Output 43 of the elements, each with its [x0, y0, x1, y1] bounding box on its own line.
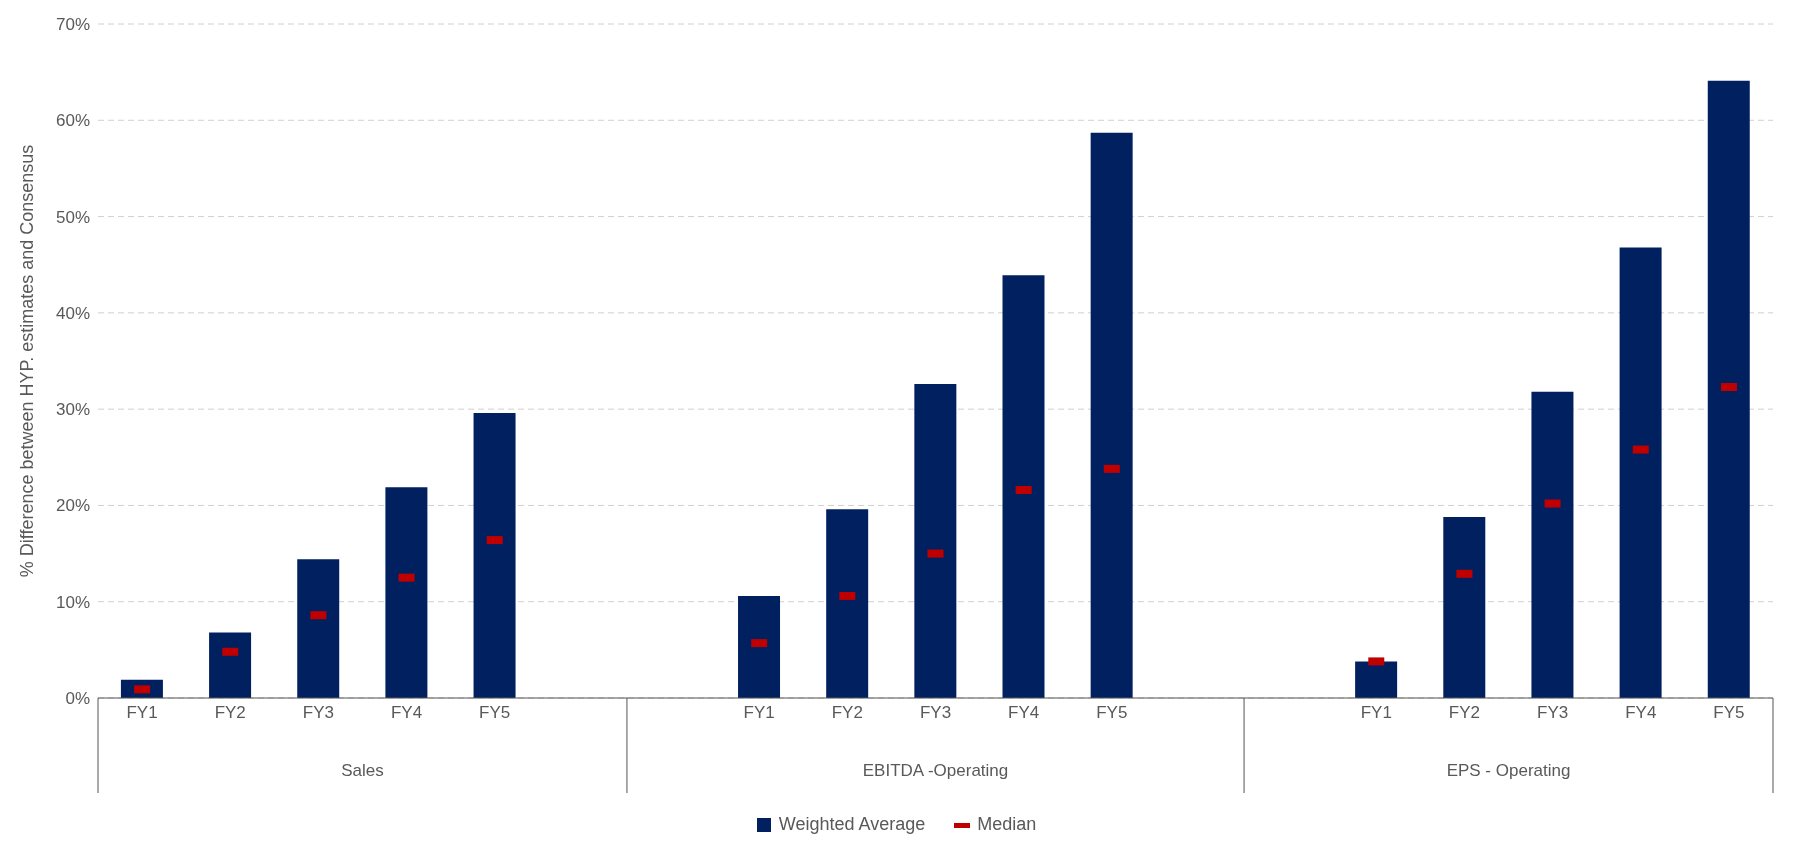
x-tick-label: FY4 [390, 703, 423, 723]
x-tick-label: FY4 [1008, 703, 1040, 723]
y-tick-label: 20% [55, 496, 90, 516]
y-tick-label: 0% [65, 689, 90, 709]
y-tick-label: 60% [55, 111, 90, 131]
x-tick-label: FY3 [919, 703, 952, 723]
text: EBITDA -Operating [862, 761, 1009, 780]
bar [738, 595, 781, 698]
y-tick-label: 50% [55, 207, 90, 227]
bar [1443, 516, 1486, 698]
bar [1619, 247, 1662, 698]
bar [385, 487, 428, 698]
bar [209, 632, 252, 698]
y-tick-label: 30% [55, 400, 90, 420]
y-tick-label: 10% [55, 592, 90, 612]
bar [1707, 80, 1750, 698]
x-tick-label: FY3 [1537, 703, 1569, 723]
x-tick-label: FY5 [1713, 703, 1745, 723]
text: Sales [341, 761, 384, 780]
bar [1002, 275, 1045, 698]
x-tick-label: FY1 [743, 703, 775, 723]
bar [1355, 661, 1398, 698]
bar [473, 412, 516, 698]
y-axis-title: % Difference between HYP. estimates and Consensus [17, 144, 38, 578]
x-tick-label: FY3 [302, 703, 334, 723]
x-tick-label: FY1 [126, 703, 158, 723]
bar [1531, 391, 1574, 698]
x-tick-label: FY2 [214, 703, 246, 723]
text: EPS - Operating [1446, 761, 1571, 780]
y-tick-label: 70% [55, 15, 90, 35]
x-tick-label: FY2 [1448, 703, 1481, 723]
y-tick-label: 40% [55, 303, 90, 323]
legend-label: Median [976, 814, 1037, 835]
x-tick-label: FY1 [1360, 703, 1392, 723]
x-tick-label: FY5 [479, 703, 511, 723]
bar [914, 384, 957, 698]
bar [826, 509, 869, 698]
bar [1090, 132, 1133, 698]
x-tick-label: FY4 [1625, 703, 1657, 723]
x-tick-label: FY2 [831, 703, 863, 723]
bar [297, 559, 340, 698]
legend-label: Weighted Average [777, 814, 926, 835]
x-tick-label: FY5 [1096, 703, 1128, 723]
